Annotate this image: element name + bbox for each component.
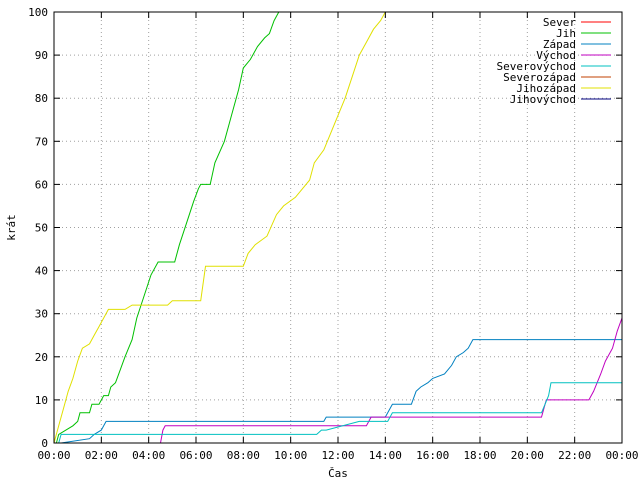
y-tick-label: 0: [41, 437, 48, 450]
y-axis-label: krát: [5, 214, 18, 241]
legend-label: Severovýchod: [497, 60, 576, 73]
x-tick-label: 10:00: [274, 449, 307, 462]
series-line-jih: [55, 11, 280, 444]
legend-label: Sever: [543, 16, 576, 29]
x-axis-label: Čas: [328, 467, 348, 480]
x-tick-label: 18:00: [463, 449, 496, 462]
y-tick-label: 100: [28, 6, 48, 19]
series-line-jihozápad: [53, 11, 386, 444]
legend-label: Východ: [536, 49, 576, 62]
x-tick-label: 06:00: [179, 449, 212, 462]
y-tick-label: 20: [35, 351, 48, 364]
y-tick-label: 70: [35, 135, 48, 148]
x-tick-label: 22:00: [558, 449, 591, 462]
y-tick-label: 80: [35, 92, 48, 105]
x-tick-label: 00:00: [37, 449, 70, 462]
legend-label: Jihozápad: [516, 82, 576, 95]
y-tick-label: 90: [35, 49, 48, 62]
chart-legend: SeverJihZápadVýchodSeverovýchodSeverozáp…: [497, 16, 611, 106]
series-line-západ: [61, 339, 622, 444]
x-tick-label: 08:00: [227, 449, 260, 462]
legend-label: Západ: [543, 38, 576, 51]
x-tick-label: 20:00: [511, 449, 544, 462]
y-tick-label: 30: [35, 308, 48, 321]
y-tick-label: 50: [35, 222, 48, 235]
series-line-východ: [160, 317, 623, 444]
x-tick-label: 14:00: [369, 449, 402, 462]
legend-label: Severozápad: [503, 71, 576, 84]
y-tick-label: 10: [35, 394, 48, 407]
series-line-severovýchod: [58, 382, 622, 444]
y-tick-label: 40: [35, 265, 48, 278]
chart-ticks: 0 10 20 30 40 50 60 70 80 90 100 00:00 02:00 04:00 06:…: [28, 6, 638, 462]
x-tick-label: 16:00: [416, 449, 449, 462]
legend-label: Jih: [556, 27, 576, 40]
chart-series: [53, 11, 623, 444]
x-tick-label: 02:00: [85, 449, 118, 462]
legend-label: Jihovýchod: [510, 93, 576, 106]
x-tick-label: 12:00: [321, 449, 354, 462]
x-tick-label: 00:00: [605, 449, 638, 462]
x-tick-label: 04:00: [132, 449, 165, 462]
chart-grid: [54, 12, 622, 443]
y-tick-label: 60: [35, 178, 48, 191]
